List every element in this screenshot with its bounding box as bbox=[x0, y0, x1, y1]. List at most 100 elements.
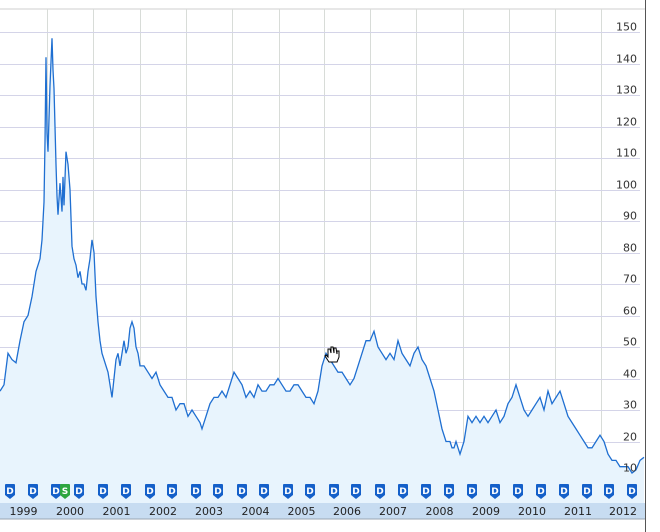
y-tick-label: 60 bbox=[623, 305, 637, 318]
marker-shield-icon bbox=[28, 484, 38, 499]
marker-label: D bbox=[214, 487, 221, 497]
split-marker[interactable]: S bbox=[60, 484, 70, 499]
y-tick-label: 20 bbox=[623, 431, 637, 444]
dividend-marker[interactable]: D bbox=[421, 484, 431, 499]
dividend-marker[interactable]: D bbox=[213, 484, 223, 499]
marker-label: D bbox=[146, 487, 153, 497]
dividend-marker[interactable]: D bbox=[259, 484, 269, 499]
dividend-marker[interactable]: D bbox=[490, 484, 500, 499]
dividend-marker[interactable]: D bbox=[51, 484, 61, 499]
marker-label: D bbox=[75, 487, 82, 497]
x-tick-label: 2010 bbox=[518, 505, 546, 518]
x-tick-label: 1999 bbox=[10, 505, 38, 518]
marker-label: D bbox=[605, 487, 612, 497]
dividend-marker[interactable]: D bbox=[237, 484, 247, 499]
marker-shield-icon bbox=[627, 484, 637, 499]
marker-label: D bbox=[99, 487, 106, 497]
marker-label: D bbox=[537, 487, 544, 497]
marker-shield-icon bbox=[536, 484, 546, 499]
marker-label: D bbox=[52, 487, 59, 497]
marker-label: D bbox=[238, 487, 245, 497]
marker-label: D bbox=[306, 487, 313, 497]
marker-shield-icon bbox=[398, 484, 408, 499]
marker-shield-icon bbox=[259, 484, 269, 499]
dividend-marker[interactable]: D bbox=[604, 484, 614, 499]
marker-label: D bbox=[422, 487, 429, 497]
y-tick-label: 150 bbox=[616, 21, 637, 34]
price-line[interactable] bbox=[0, 38, 645, 474]
dividend-marker[interactable]: D bbox=[329, 484, 339, 499]
dividend-marker[interactable]: D bbox=[121, 484, 131, 499]
marker-label: D bbox=[583, 487, 590, 497]
dividend-marker[interactable]: D bbox=[191, 484, 201, 499]
dividend-marker[interactable]: D bbox=[305, 484, 315, 499]
marker-shield-icon bbox=[121, 484, 131, 499]
dividend-marker[interactable]: D bbox=[536, 484, 546, 499]
marker-shield-icon bbox=[467, 484, 477, 499]
x-tick-label: 2004 bbox=[242, 505, 270, 518]
dividend-marker[interactable]: D bbox=[582, 484, 592, 499]
dividend-marker[interactable]: D bbox=[627, 484, 637, 499]
dividend-marker[interactable]: D bbox=[351, 484, 361, 499]
marker-shield-icon bbox=[375, 484, 385, 499]
x-tick-label: 2003 bbox=[195, 505, 223, 518]
marker-label: D bbox=[29, 487, 36, 497]
marker-shield-icon bbox=[351, 484, 361, 499]
y-tick-label: 70 bbox=[623, 273, 637, 286]
dividend-marker[interactable]: D bbox=[167, 484, 177, 499]
x-tick-label: 2008 bbox=[426, 505, 454, 518]
x-tick-label: 2005 bbox=[288, 505, 316, 518]
marker-shield-icon bbox=[191, 484, 201, 499]
dividend-marker[interactable]: D bbox=[5, 484, 15, 499]
marker-shield-icon bbox=[145, 484, 155, 499]
marker-label: D bbox=[468, 487, 475, 497]
dividend-marker[interactable]: D bbox=[559, 484, 569, 499]
y-tick-label: 140 bbox=[616, 53, 637, 66]
y-axis-labels: 10 20 30 40 50 60 70 80 90 100 110 120 130 140 150 bbox=[616, 21, 637, 475]
marker-label: D bbox=[284, 487, 291, 497]
x-tick-label: 2002 bbox=[149, 505, 177, 518]
marker-label: D bbox=[6, 487, 13, 497]
dividend-marker[interactable]: D bbox=[467, 484, 477, 499]
marker-shield-icon bbox=[513, 484, 523, 499]
y-tick-label: 80 bbox=[623, 242, 637, 255]
dividend-marker[interactable]: D bbox=[375, 484, 385, 499]
y-tick-label: 100 bbox=[616, 179, 637, 192]
dividend-marker[interactable]: D bbox=[28, 484, 38, 499]
x-tick-label: 2011 bbox=[564, 505, 592, 518]
marker-shield-icon bbox=[167, 484, 177, 499]
dividend-marker[interactable]: D bbox=[398, 484, 408, 499]
dividend-marker[interactable]: D bbox=[98, 484, 108, 499]
marker-shield-icon bbox=[582, 484, 592, 499]
dividend-marker[interactable]: D bbox=[145, 484, 155, 499]
marker-shield-icon bbox=[60, 484, 70, 499]
dividend-marker[interactable]: D bbox=[444, 484, 454, 499]
x-tick-label: 2007 bbox=[379, 505, 407, 518]
marker-shield-icon bbox=[329, 484, 339, 499]
marker-shield-icon bbox=[98, 484, 108, 499]
dividend-marker[interactable]: D bbox=[513, 484, 523, 499]
x-tick-label: 2012 bbox=[609, 505, 637, 518]
marker-shield-icon bbox=[51, 484, 61, 499]
marker-label: D bbox=[628, 487, 635, 497]
dividend-marker[interactable]: D bbox=[283, 484, 293, 499]
marker-label: D bbox=[491, 487, 498, 497]
y-tick-label: 110 bbox=[616, 147, 637, 160]
marker-shield-icon bbox=[604, 484, 614, 499]
y-tick-label: 130 bbox=[616, 84, 637, 97]
x-tick-label: 2006 bbox=[333, 505, 361, 518]
y-tick-label: 120 bbox=[616, 116, 637, 129]
y-tick-label: 50 bbox=[623, 336, 637, 349]
marker-shield-icon bbox=[305, 484, 315, 499]
marker-shield-icon bbox=[237, 484, 247, 499]
y-tick-label: 10 bbox=[623, 462, 637, 475]
x-tick-label: 2009 bbox=[472, 505, 500, 518]
marker-shield-icon bbox=[283, 484, 293, 499]
marker-label: D bbox=[560, 487, 567, 497]
dividend-marker[interactable]: D bbox=[74, 484, 84, 499]
marker-label: D bbox=[192, 487, 199, 497]
marker-label: D bbox=[514, 487, 521, 497]
marker-shield-icon bbox=[444, 484, 454, 499]
